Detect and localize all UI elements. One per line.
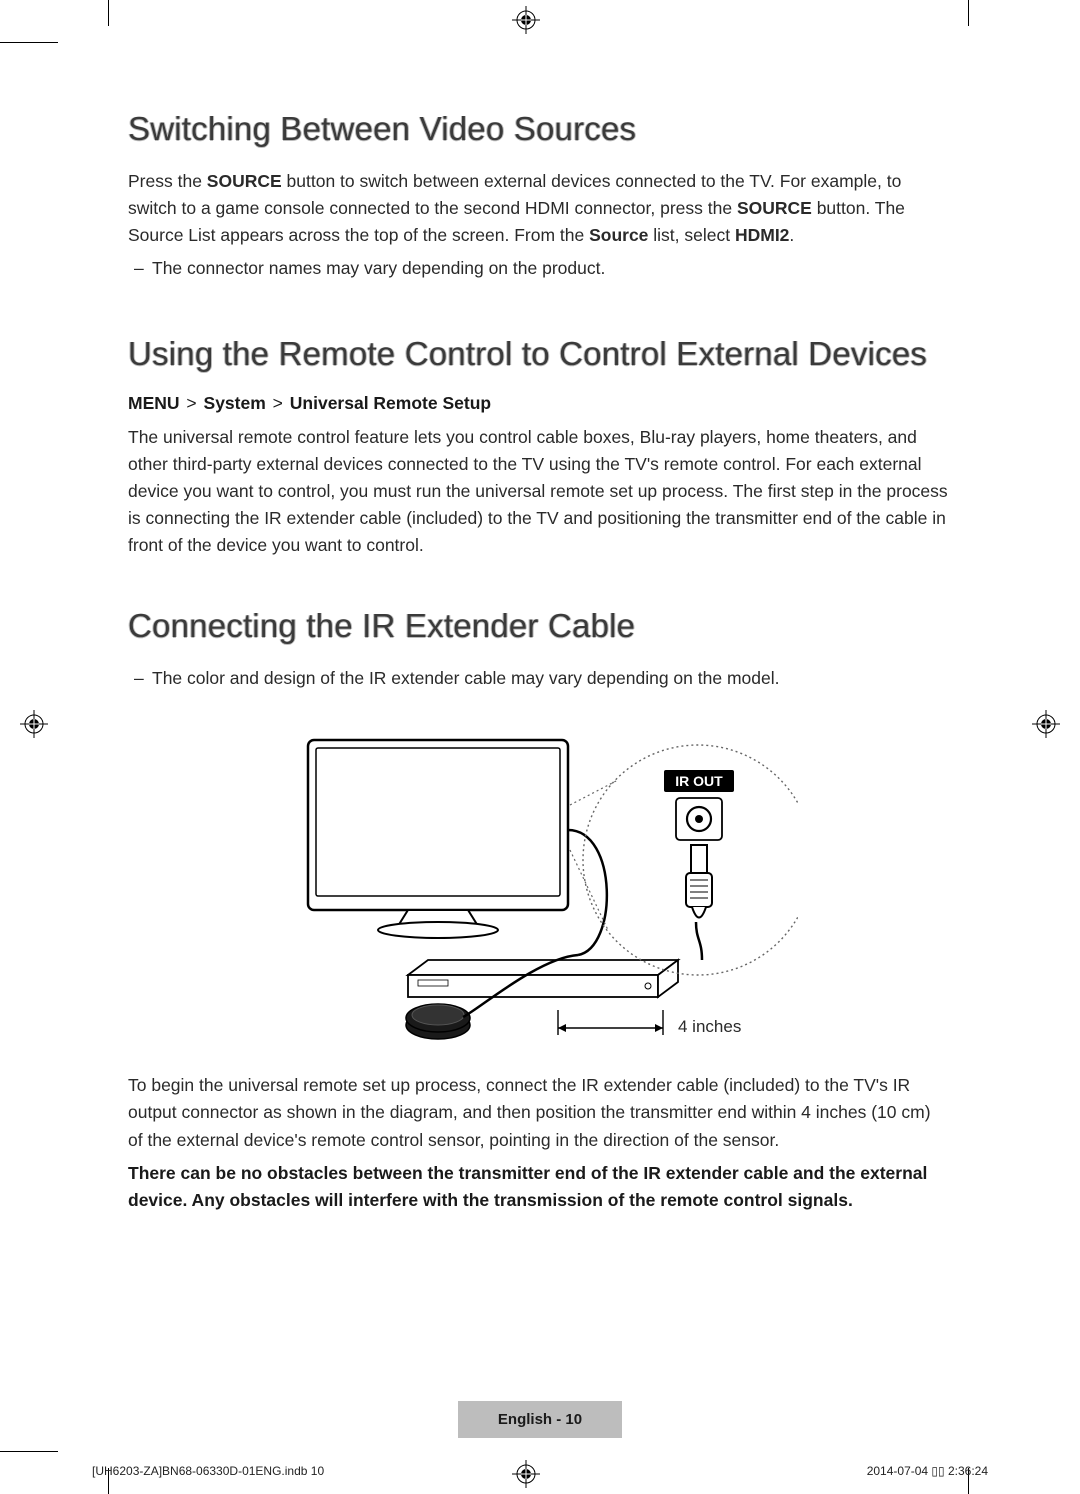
para-switching-sources: Press the SOURCE button to switch betwee… xyxy=(128,168,948,249)
menu-path: MENU > System > Universal Remote Setup xyxy=(128,393,948,414)
registration-mark-icon xyxy=(20,710,48,738)
menu-step: Universal Remote Setup xyxy=(290,393,491,413)
crop-mark xyxy=(108,0,109,26)
page-footer: English - 10 xyxy=(0,1401,1080,1438)
heading-switching-sources: Switching Between Video Sources xyxy=(128,110,948,148)
heading-ir-extender: Connecting the IR Extender Cable xyxy=(128,607,948,645)
registration-mark-icon xyxy=(1032,710,1060,738)
distance-label: 4 inches xyxy=(678,1017,741,1036)
text: list, select xyxy=(648,225,735,245)
note-ir-cable-design: The color and design of the IR extender … xyxy=(128,665,948,692)
crop-mark xyxy=(968,0,969,26)
registration-mark-icon xyxy=(512,1460,540,1488)
note-connector-names: The connector names may vary depending o… xyxy=(128,255,948,282)
print-filename: [UH6203-ZA]BN68-06330D-01ENG.indb 10 xyxy=(92,1464,324,1478)
page-number-badge: English - 10 xyxy=(458,1401,622,1438)
para-universal-remote: The universal remote control feature let… xyxy=(128,424,948,560)
text: . xyxy=(789,225,794,245)
source-label: SOURCE xyxy=(737,198,812,218)
menu-separator: > xyxy=(271,393,285,413)
registration-mark-icon xyxy=(512,6,540,34)
ir-extender-diagram: IR OUT 4 inches xyxy=(278,710,798,1050)
para-ir-setup: To begin the universal remote set up pro… xyxy=(128,1072,948,1153)
para-obstacle-warning: There can be no obstacles between the tr… xyxy=(128,1160,948,1214)
menu-separator: > xyxy=(184,393,198,413)
source-word: Source xyxy=(589,225,648,245)
text: Press the xyxy=(128,171,207,191)
crop-mark xyxy=(0,1451,58,1452)
ir-out-label: IR OUT xyxy=(675,773,723,789)
heading-remote-control: Using the Remote Control to Control Exte… xyxy=(128,335,948,373)
menu-step: System xyxy=(204,393,266,413)
source-label: SOURCE xyxy=(207,171,282,191)
print-timestamp: 2014-07-04 ▯▯ 2:36:24 xyxy=(867,1464,988,1478)
hdmi-label: HDMI2 xyxy=(735,225,789,245)
crop-mark xyxy=(0,42,58,43)
page-content: Switching Between Video Sources Press th… xyxy=(128,110,948,1214)
menu-step: MENU xyxy=(128,393,180,413)
